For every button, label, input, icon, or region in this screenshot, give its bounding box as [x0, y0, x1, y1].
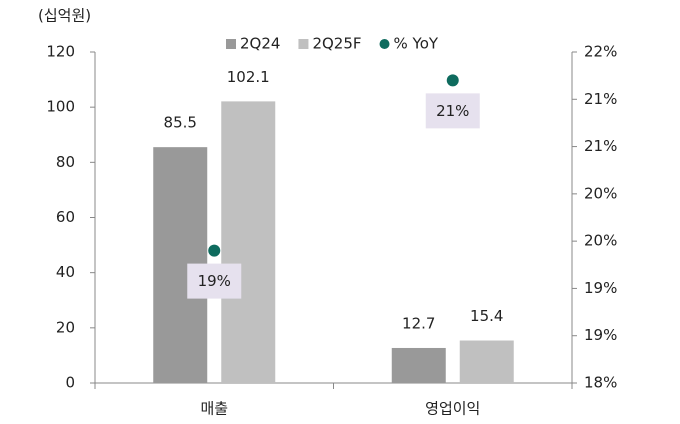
y-tick-label: 80 [56, 153, 75, 171]
y2-tick-label: 19% [584, 326, 617, 344]
yoy-value-label: 21% [436, 102, 469, 120]
value-label-box [425, 93, 480, 129]
legend-label: 2Q24 [240, 35, 280, 53]
y-tick-label: 100 [46, 98, 75, 116]
y-tick-label: 60 [56, 208, 75, 226]
yoy-point [446, 74, 459, 87]
unit-label: (십억원) [38, 7, 91, 25]
y2-tick-label: 19% [584, 279, 617, 297]
y2-tick-label: 20% [584, 184, 617, 202]
y-tick-label: 0 [65, 374, 75, 392]
y-tick-label: 40 [56, 263, 75, 281]
bar [221, 101, 276, 383]
bar [391, 347, 446, 383]
y2-tick-label: 21% [584, 90, 617, 108]
y2-tick-label: 18% [584, 374, 617, 392]
x-tick-label: 영업이익 [425, 400, 480, 418]
legend-label: 2Q25F [312, 35, 361, 53]
legend-marker [379, 39, 390, 49]
bar-value-label: 15.4 [470, 307, 503, 325]
y-tick-label: 120 [46, 43, 75, 61]
bar-value-label: 102.1 [227, 68, 270, 86]
legend-marker [298, 39, 309, 49]
value-label-box [187, 263, 242, 299]
y2-tick-label: 22% [584, 43, 617, 61]
yoy-point [208, 244, 221, 257]
y2-tick-label: 20% [584, 232, 617, 250]
y-tick-label: 20 [56, 318, 75, 336]
bar-value-label: 85.5 [164, 114, 197, 132]
y2-tick-label: 21% [584, 137, 617, 155]
x-tick-label: 매출 [200, 400, 228, 418]
bar [459, 340, 514, 383]
legend-marker [226, 39, 236, 49]
legend-label: % YoY [394, 35, 439, 53]
bar-value-label: 12.7 [402, 314, 435, 332]
yoy-value-label: 19% [198, 272, 231, 290]
